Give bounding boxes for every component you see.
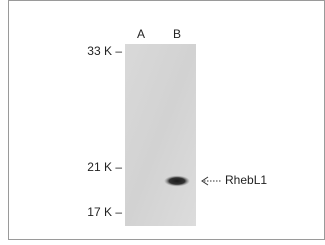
marker-label: 17 K –	[87, 205, 122, 219]
figure: A B 33 K – 21 K – 17 K – RhebL1	[0, 0, 325, 240]
page: A B 33 K – 21 K – 17 K – RhebL1 (() => {…	[0, 0, 325, 240]
marker-label: 21 K –	[87, 160, 122, 174]
marker-label: 33 K –	[87, 44, 122, 58]
lane-label: A	[137, 27, 145, 41]
blot	[125, 44, 196, 226]
band-label: RhebL1	[225, 173, 267, 187]
band	[164, 176, 190, 187]
lane-label: B	[173, 27, 181, 41]
